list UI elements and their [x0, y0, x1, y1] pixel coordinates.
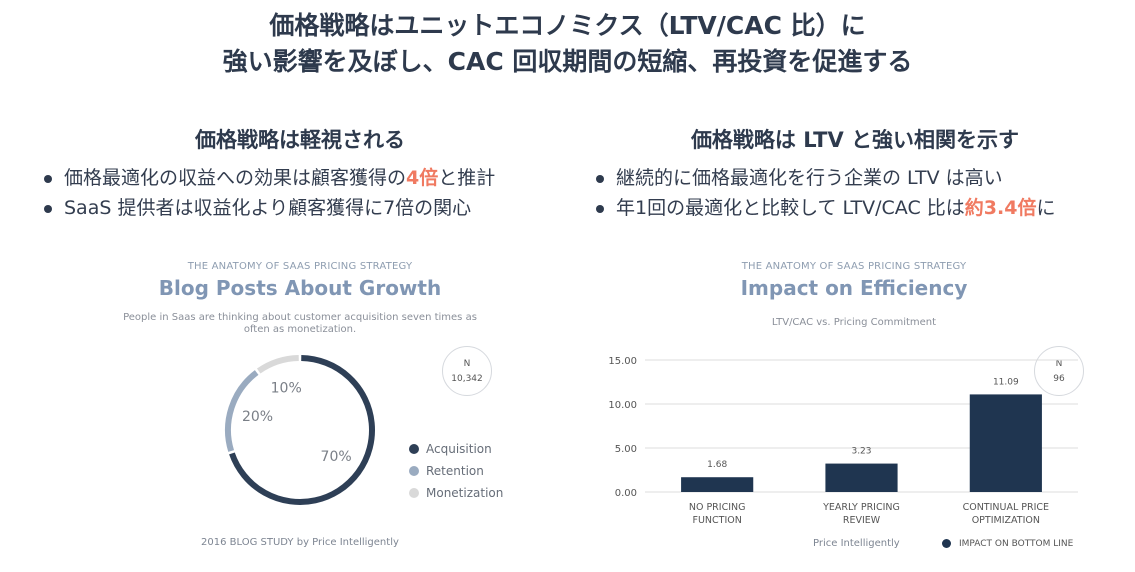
- bar-category-label: NO PRICING: [689, 502, 746, 513]
- pie-slice-monetization: [256, 355, 299, 374]
- left-highlight: 4倍: [406, 167, 439, 189]
- left-bullet-2: SaaS 提供者は収益化より顧客獲得に7倍の関心: [40, 193, 495, 223]
- bar-category-label: REVIEW: [843, 515, 881, 526]
- pie-slice-retention: [225, 370, 259, 452]
- pie-chart: 70% 20% 10%: [225, 355, 375, 505]
- bar-value-label: 1.68: [707, 460, 727, 470]
- right-bullet-list: 継続的に価格最適化を行う企業の LTV は高い 年1回の最適化と比較して LTV…: [592, 163, 1055, 223]
- pie-legend-item: Retention: [409, 463, 484, 479]
- pie-slice-label: 20%: [242, 409, 273, 425]
- pie-title: Blog Posts About Growth: [158, 276, 442, 300]
- bar-y-tick-label: 10.00: [608, 400, 637, 411]
- bar-y-tick-label: 0.00: [615, 488, 637, 499]
- legend-swatch-icon: [409, 444, 419, 454]
- bullet-dot-icon: [44, 205, 52, 213]
- legend-swatch-icon: [409, 466, 419, 476]
- bullet-dot-icon: [44, 175, 52, 183]
- bar-y-tick-label: 5.00: [615, 444, 637, 455]
- bar-y-tick-label: 15.00: [608, 356, 637, 367]
- right-highlight: 約3.4倍: [964, 197, 1037, 219]
- right-bullet-2: 年1回の最適化と比較して LTV/CAC 比は約3.4倍に: [592, 193, 1055, 223]
- bar-n-badge: N 96: [1034, 346, 1084, 396]
- bar-category-label: YEARLY PRICING: [822, 502, 900, 513]
- bullet-dot-icon: [596, 205, 604, 213]
- pie-legend-item: Acquisition: [409, 441, 492, 457]
- pie-footnote: 2016 BLOG STUDY by Price Intelligently: [201, 537, 399, 548]
- legend-swatch-icon: [409, 488, 419, 498]
- right-bullet-1: 継続的に価格最適化を行う企業の LTV は高い: [592, 163, 1055, 193]
- right-heading: 価格戦略は LTV と強い相関を示す: [690, 128, 1020, 152]
- bar-3: [969, 394, 1042, 492]
- bar-kicker: THE ANATOMY OF SAAS PRICING STRATEGY: [741, 261, 967, 272]
- slide-title: 価格戦略はユニットエコノミクス（LTV/CAC 比）に 強い影響を及ぼし、CAC…: [0, 8, 1135, 80]
- pie-slice-label: 10%: [271, 381, 302, 397]
- left-bullet-list: 価格最適化の収益への効果は顧客獲得の4倍と推計 SaaS 提供者は収益化より顧客…: [40, 163, 495, 223]
- bar-value-label: 3.23: [851, 447, 871, 457]
- bar-1: [681, 477, 754, 492]
- legend-swatch-icon: [942, 539, 951, 548]
- bullet-dot-icon: [596, 175, 604, 183]
- bar-2: [825, 463, 898, 492]
- pie-legend-label: Monetization: [426, 486, 504, 500]
- bar-category-label: FUNCTION: [692, 515, 741, 526]
- pie-legend-label: Acquisition: [426, 442, 492, 456]
- bar-legend-item: IMPACT ON BOTTOM LINE: [942, 536, 1073, 552]
- left-heading: 価格戦略は軽視される: [195, 128, 405, 152]
- slide-title-line1: 価格戦略はユニットエコノミクス（LTV/CAC 比）に: [269, 11, 866, 40]
- pie-legend-item: Monetization: [409, 485, 503, 501]
- bar-title: Impact on Efficiency: [740, 276, 968, 300]
- bar-subtitle: LTV/CAC vs. Pricing Commitment: [771, 317, 937, 328]
- bar-value-label: 11.09: [993, 377, 1019, 387]
- pie-legend-label: Retention: [426, 464, 484, 478]
- pie-kicker: THE ANATOMY OF SAAS PRICING STRATEGY: [187, 261, 413, 272]
- bar-category-label: CONTINUAL PRICE: [963, 502, 1049, 513]
- slide-title-line2: 強い影響を及ぼし、CAC 回収期間の短縮、再投資を促進する: [222, 47, 913, 76]
- bar-footnote: Price Intelligently: [813, 538, 900, 549]
- pie-subtitle: People in Saas are thinking about custom…: [123, 312, 477, 335]
- pie-slice-acquisition: [229, 355, 375, 505]
- left-bullet-1: 価格最適化の収益への効果は顧客獲得の4倍と推計: [40, 163, 495, 193]
- pie-slice-label: 70%: [321, 449, 352, 465]
- pie-n-badge: N 10,342: [442, 346, 492, 396]
- bar-chart: 0.00 5.00 10.00 15.00 1.68 NO PRICING FUNCTION…: [608, 356, 1078, 526]
- bar-category-label: OPTIMIZATION: [972, 515, 1040, 526]
